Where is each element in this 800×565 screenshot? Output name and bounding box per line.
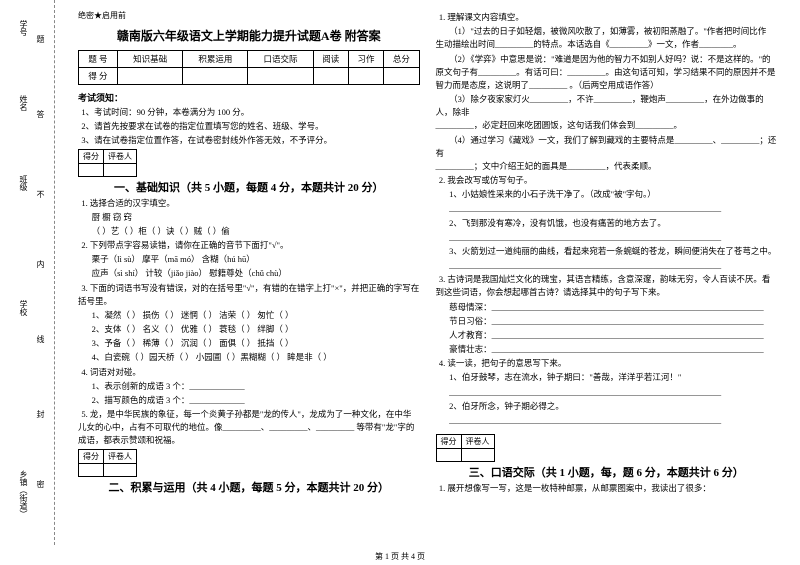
- q2: 2. 下列带点字容易读错，请你在正确的音节下面打"√"。: [78, 239, 420, 252]
- seal-char-5: 线: [35, 335, 46, 343]
- q4a: 1、表示创新的成语 3 个：_____________: [78, 380, 420, 393]
- exam-note: 3、请在试卷指定位置作答，在试卷密封线外作答无效，不予评分。: [78, 134, 420, 147]
- left-column: 绝密★启用前 赣南版六年级语文上学期能力提升试题A卷 附答案 题 号 知识基础 …: [70, 10, 428, 545]
- grader-box: 得分 评卷人: [436, 434, 495, 462]
- field-student-id: 学号: [18, 20, 29, 36]
- s2q1d: （4）通过学习《藏戏》一文，我们了解到藏戏的主要特点是_________、___…: [436, 134, 778, 174]
- field-town: 乡镇（街道）: [18, 470, 29, 518]
- q1b: （ ）艺（ ）柜（ ）诀（ ）贼（ ）偷: [78, 225, 420, 238]
- top-secret-note: 绝密★启用前: [78, 10, 420, 21]
- score-header: 口语交际: [248, 51, 313, 68]
- main-content: 绝密★启用前 赣南版六年级语文上学期能力提升试题A卷 附答案 题 号 知识基础 …: [55, 0, 800, 545]
- s2q4: 4. 读一读，把句子的意思写下来。: [436, 357, 778, 370]
- s2q4a: 1、伯牙鼓琴，志在流水，钟子期曰："善哉，洋洋乎若江河！": [436, 371, 778, 384]
- s3q1: 1. 展开想像写一写，这是一枚特种邮票，从邮票图案中，我读出了很多：: [436, 482, 778, 495]
- grader-label: 评卷人: [104, 449, 137, 463]
- s2q1a: （1）"过去的日子如轻烟，被微风吹散了，如薄雾，被初阳蒸融了。"作者把时间比作 …: [436, 25, 778, 51]
- exam-note: 2、请首先按要求在试卷的指定位置填写您的姓名、班级、学号。: [78, 120, 420, 133]
- seal-char-6: 封: [35, 410, 46, 418]
- section-1-title: 一、基础知识（共 5 小题，每题 4 分，本题共计 20 分）: [78, 179, 420, 195]
- q3d: 4、白瓷碗（ ）园天桥（ ） 小园圃（ ）黑糊糊（ ） 眸是非（ ）: [78, 351, 420, 364]
- s2q3: 3. 古诗词是我国灿烂文化的瑰宝，其语言精练，含意深邃，韵味无穷，令人百读不厌。…: [436, 273, 778, 299]
- seal-char-4: 内: [35, 260, 46, 268]
- field-class: 班级: [18, 175, 29, 191]
- s2q4b: 2、伯牙所念，钟子期必得之。: [436, 400, 778, 413]
- q3c: 3、予备（ ） 稀薄（ ） 沉润（ ） 面俱（ ） 抵挡（ ）: [78, 337, 420, 350]
- score-cell[interactable]: [348, 68, 383, 85]
- grader-label: 得分: [436, 435, 461, 449]
- score-cell: 得 分: [79, 68, 118, 85]
- s2q1b: （2）《学弈》中意思是说："难道是因为他的智力不如别人好吗？说：不是这样的。"的…: [436, 53, 778, 93]
- score-header: 积累运用: [183, 51, 248, 68]
- q1a: 厨 橱 窃 窍: [78, 211, 420, 224]
- seal-char-3: 不: [35, 190, 46, 198]
- q3: 3. 下面的词语书写没有错误，对的在括号里"√"，有错的在错字上打"×"，并把正…: [78, 282, 420, 308]
- s2q3d[interactable]: 豪情壮志：___________________________________…: [436, 343, 778, 356]
- grader-cell[interactable]: [104, 463, 137, 476]
- q4: 4. 词语对对碰。: [78, 366, 420, 379]
- grader-box: 得分 评卷人: [78, 449, 137, 477]
- s2q2: 2. 我会改写或仿写句子。: [436, 174, 778, 187]
- q2a: 栗子（lì sù） 摩平（mā mó） 含糊（hú hū）: [78, 253, 420, 266]
- left-margin: 学号 题 姓名 答 班级 不 内 学校 线 封 乡镇（街道） 密: [0, 0, 55, 545]
- table-row: 题 号 知识基础 积累运用 口语交际 阅读 习作 总分: [79, 51, 420, 68]
- grader-label: 得分: [79, 149, 104, 163]
- page: 学号 题 姓名 答 班级 不 内 学校 线 封 乡镇（街道） 密 绝密★启用前 …: [0, 0, 800, 545]
- score-cell[interactable]: [183, 68, 248, 85]
- score-cell[interactable]: [248, 68, 313, 85]
- field-school: 学校: [18, 300, 29, 316]
- s2q3a[interactable]: 慈母情深：___________________________________…: [436, 301, 778, 314]
- seal-char-2: 答: [35, 110, 46, 118]
- s2q2a: 1、小姑娘性采来的小石子洗干净了。（改成"被"字句。）: [436, 188, 778, 201]
- s2q2b: 2、飞到那没有寒冷，没有饥饿，也没有痛苦的地方去了。: [436, 217, 778, 230]
- score-header: 习作: [348, 51, 383, 68]
- seal-char-1: 题: [35, 35, 46, 43]
- grader-label: 评卷人: [104, 149, 137, 163]
- grader-label: 评卷人: [461, 435, 494, 449]
- answer-line[interactable]: ________________________________________…: [436, 202, 778, 215]
- answer-line[interactable]: ________________________________________…: [436, 386, 778, 399]
- s2q1c: （3）除夕夜家家灯火_________，不许_________，鞭炮声_____…: [436, 93, 778, 133]
- q2b: 应声（sì shí） 计较（jiǎo jiào） 慰籍尊处（chǔ chù）: [78, 267, 420, 280]
- score-cell[interactable]: [384, 68, 419, 85]
- s2q1: 1. 理解课文内容填空。: [436, 11, 778, 24]
- right-column: 1. 理解课文内容填空。 （1）"过去的日子如轻烟，被微风吹散了，如薄雾，被初阳…: [428, 10, 786, 545]
- score-header: 知识基础: [118, 51, 183, 68]
- answer-line[interactable]: ________________________________________…: [436, 231, 778, 244]
- s2q2c: 3、火箭划过一道纯丽的曲线，看起来宛若一条蜿蜒的苍龙，瞬间便消失在了苍芎之中。: [436, 245, 778, 258]
- exam-note: 1、考试时间：90 分钟，本卷满分为 100 分。: [78, 106, 420, 119]
- grader-cell[interactable]: [104, 163, 137, 176]
- score-header: 阅读: [313, 51, 348, 68]
- field-name: 姓名: [18, 95, 29, 111]
- grader-cell[interactable]: [436, 449, 461, 462]
- exam-notes-header: 考试须知：: [78, 91, 420, 104]
- s2q3b[interactable]: 节日习俗：___________________________________…: [436, 315, 778, 328]
- paper-title: 赣南版六年级语文上学期能力提升试题A卷 附答案: [78, 27, 420, 44]
- answer-line[interactable]: ________________________________________…: [436, 414, 778, 427]
- section-3-title: 三、口语交际（共 1 小题，每，题 6 分，本题共计 6 分）: [436, 464, 778, 480]
- q3a: 1、凝然（ ） 损伤（ ） 迷惘（ ） 洁荣（ ） 匆忙（ ）: [78, 309, 420, 322]
- answer-line[interactable]: ________________________________________…: [436, 259, 778, 272]
- page-footer: 第 1 页 共 4 页: [0, 551, 800, 562]
- s2q3c[interactable]: 人才教育：___________________________________…: [436, 329, 778, 342]
- score-cell[interactable]: [118, 68, 183, 85]
- grader-cell[interactable]: [461, 449, 494, 462]
- grader-cell[interactable]: [79, 163, 104, 176]
- score-cell[interactable]: [313, 68, 348, 85]
- grader-box: 得分 评卷人: [78, 149, 137, 177]
- grader-cell[interactable]: [79, 463, 104, 476]
- table-row: 得 分: [79, 68, 420, 85]
- q4b: 2、描写颜色的成语 3 个：_____________: [78, 394, 420, 407]
- q3b: 2、支体（ ） 名义（ ） 优雅（ ） 蓑毯（ ） 绊脚（ ）: [78, 323, 420, 336]
- score-header: 总分: [384, 51, 419, 68]
- grader-label: 得分: [79, 449, 104, 463]
- seal-char-7: 密: [35, 480, 46, 488]
- q1: 1. 选择合适的汉字填空。: [78, 197, 420, 210]
- q5: 5. 龙，是中华民族的象征，每一个炎黄子孙都是"龙的传人"，龙成为了一种文化，在…: [78, 408, 420, 448]
- score-table: 题 号 知识基础 积累运用 口语交际 阅读 习作 总分 得 分: [78, 50, 420, 85]
- section-2-title: 二、积累与运用（共 4 小题，每题 5 分，本题共计 20 分）: [78, 479, 420, 495]
- score-header: 题 号: [79, 51, 118, 68]
